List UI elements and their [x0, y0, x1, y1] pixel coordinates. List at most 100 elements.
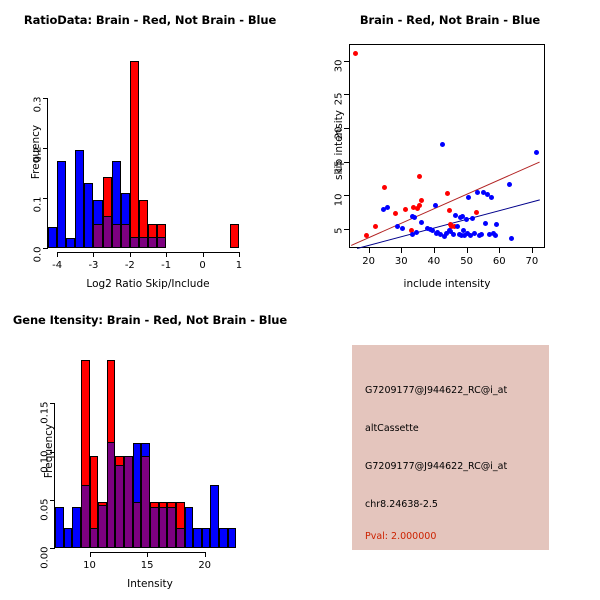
- histogram-bar: [201, 527, 211, 548]
- scatter-point: [427, 226, 433, 232]
- scatter-point: [466, 194, 472, 200]
- x-axis-tick-label: 10: [83, 560, 96, 571]
- x-axis-tick-label: 30: [394, 256, 408, 267]
- scatter-point: [461, 227, 467, 233]
- y-axis-tick-label: 0.00: [39, 546, 51, 569]
- ratio-x-axis-label: Log2 Ratio Skip/Include: [86, 278, 210, 290]
- scatter-point: [414, 229, 420, 235]
- histogram-bar-overlap: [106, 441, 116, 548]
- scatter-point: [444, 231, 450, 236]
- histogram-bar-overlap: [111, 224, 121, 248]
- x-axis-tick-label: 50: [460, 256, 473, 267]
- x-axis-tick: [89, 552, 91, 557]
- gene-intensity-x-axis-label: Intensity: [127, 578, 173, 590]
- histogram-bar-overlap: [129, 237, 139, 248]
- event-type-line: altCassette: [365, 423, 419, 434]
- x-axis-tick: [204, 552, 206, 557]
- histogram-bar-overlap: [148, 237, 158, 248]
- y-axis-tick: [344, 94, 349, 96]
- scatter-point: [452, 223, 458, 229]
- scatter-point: [448, 221, 454, 227]
- x-axis-tick: [129, 252, 131, 257]
- scatter-plot-box: [349, 44, 545, 250]
- scatter-point: [384, 205, 390, 211]
- genomic-locus-line: chr8.24638-2.5: [365, 499, 438, 510]
- panel-intensity-scatter: Brain - Red, Not Brain - Blue 5 10 15 20 25 3…: [300, 0, 600, 300]
- histogram-bar-overlap: [98, 504, 107, 548]
- scatter-point: [458, 233, 464, 239]
- scatter-point: [467, 233, 473, 239]
- y-axis-tick: [43, 148, 48, 149]
- histogram-bar-overlap: [167, 506, 176, 548]
- x-axis-tick: [147, 552, 149, 557]
- ratio-panel-title: RatioData: Brain - Red, Not Brain - Blue: [23, 13, 277, 27]
- scatter-point: [465, 231, 471, 236]
- scatter-point: [473, 210, 479, 216]
- x-axis-tick-label: 60: [492, 256, 506, 267]
- x-axis-tick-label: 15: [140, 560, 154, 571]
- histogram-bar: [184, 506, 194, 548]
- probe-id-line: G7209177@J944622_RC@i_at: [365, 385, 508, 396]
- y-axis-tick: [344, 161, 349, 163]
- histogram-bar-overlap: [115, 465, 125, 548]
- scatter-point: [448, 228, 454, 234]
- scatter-point: [454, 224, 460, 230]
- y-axis-tick: [344, 60, 349, 62]
- y-axis-tick: [43, 248, 48, 249]
- x-axis-line: [89, 552, 205, 553]
- x-axis-tick: [466, 248, 468, 253]
- gene-intensity-panel-title: Gene Itensity: Brain - Red, Not Brain - …: [12, 313, 288, 327]
- x-axis-tick: [238, 252, 240, 257]
- scatter-y-axis-label: skip intensity: [333, 110, 345, 180]
- scatter-x-axis-label: include intensity: [403, 278, 491, 290]
- scatter-point: [364, 233, 370, 239]
- histogram-bar: [48, 226, 58, 248]
- x-axis-tick: [166, 252, 168, 257]
- y-axis-tick: [50, 451, 55, 453]
- scatter-point: [488, 195, 494, 201]
- y-axis-tick: [50, 499, 55, 501]
- scatter-point: [409, 213, 415, 219]
- scatter-plot-area: 5 10 15 20 25 30 20 30 40 50 60 70: [334, 44, 545, 267]
- x-axis-tick: [93, 252, 95, 257]
- scatter-point: [437, 232, 443, 238]
- x-axis-tick: [368, 248, 370, 253]
- scatter-point: [416, 203, 422, 209]
- x-axis-tick-label: 40: [427, 256, 441, 267]
- scatter-point: [408, 227, 414, 233]
- scatter-point: [463, 216, 469, 222]
- scatter-point: [533, 150, 539, 156]
- histogram-bar-overlap: [120, 224, 130, 248]
- y-axis-line: [54, 403, 55, 548]
- scatter-point: [430, 227, 436, 233]
- scatter-point: [450, 232, 456, 238]
- scatter-point: [410, 204, 416, 210]
- scatter-point: [418, 219, 424, 225]
- histogram-bar: [63, 527, 73, 548]
- histogram-bar: [57, 161, 67, 248]
- gene-intensity-plot-area: 0.00 0.05 0.10 0.15 10 15 20: [40, 355, 245, 571]
- x-axis-tick: [531, 248, 533, 253]
- histogram-bar: [84, 183, 94, 248]
- histogram-bar-overlap: [175, 527, 185, 548]
- gene-intensity-y-axis-label: Frequency: [43, 423, 55, 478]
- histogram-bar-overlap: [102, 215, 112, 248]
- y-axis-tick: [43, 198, 48, 199]
- x-axis-tick-label: -3: [88, 260, 99, 271]
- x-axis-tick: [499, 248, 501, 253]
- probe-id-line-2: G7209177@J944622_RC@i_at: [365, 461, 508, 472]
- histogram-bar-overlap: [150, 506, 159, 548]
- scatter-point: [352, 51, 358, 57]
- histogram-bar-overlap: [138, 237, 148, 248]
- histogram-bar-overlap: [124, 456, 133, 548]
- histogram-bar: [66, 238, 76, 248]
- histogram-bar: [55, 506, 64, 548]
- x-axis-tick: [433, 248, 435, 253]
- scatter-panel-title: Brain - Red, Not Brain - Blue: [359, 13, 541, 27]
- probe-info-box: G7209177@J944622_RC@i_at altCassette G72…: [352, 345, 549, 550]
- y-axis-tick: [43, 98, 48, 99]
- scatter-point: [412, 214, 418, 220]
- scatter-point: [476, 233, 482, 239]
- panel-ratio-histogram: RatioData: Brain - Red, Not Brain - Blue…: [0, 0, 300, 300]
- scatter-point: [492, 233, 498, 239]
